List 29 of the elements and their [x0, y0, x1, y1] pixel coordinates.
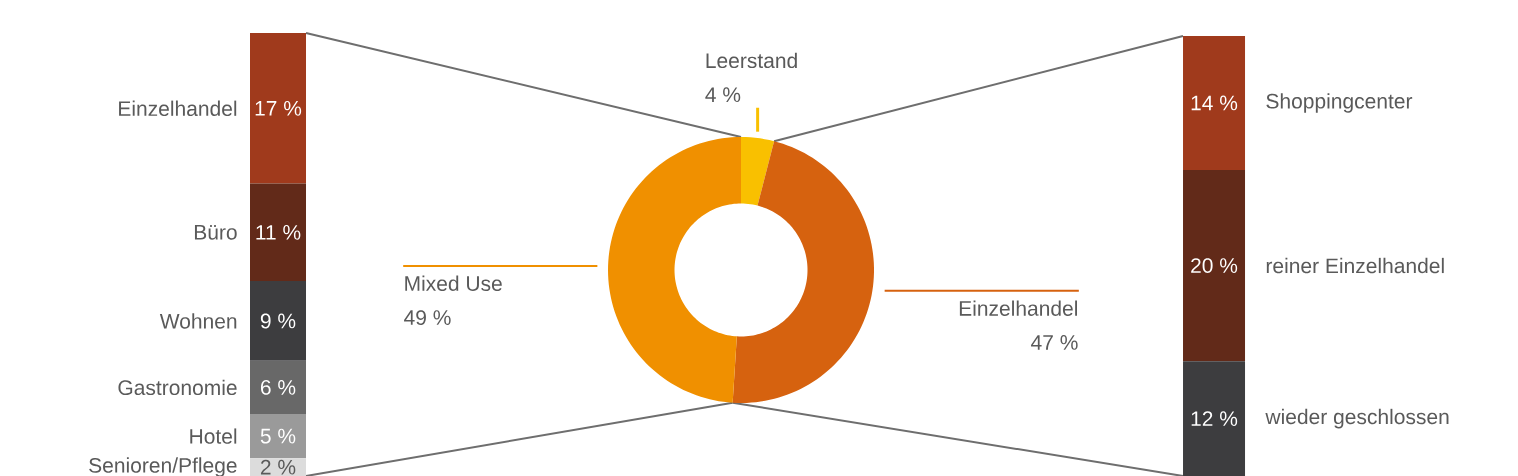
slice-label: Einzelhandel [959, 300, 1077, 316]
data-label: 2 % [260, 459, 296, 475]
data-label: 5 % [260, 428, 296, 444]
bar [250, 183, 307, 282]
data-label: 6 % [260, 379, 296, 395]
bar [250, 360, 307, 414]
bar [250, 281, 307, 361]
series-label: wieder geschlossen [1265, 408, 1449, 429]
series-label: reiner Einzelhandel [1266, 257, 1444, 274]
data-label: 47 % [1031, 335, 1078, 350]
bar [250, 413, 307, 459]
series-label: Hotel [190, 428, 237, 444]
data-label: 9 % [260, 313, 296, 329]
data-label: 17 % [255, 100, 302, 116]
data-label: 12 % [1191, 411, 1238, 426]
series-label: Einzelhandel [119, 100, 237, 117]
slice-label: Leerstand [706, 52, 797, 69]
data-label: 14 % [1191, 95, 1238, 111]
slice-label: Mixed Use [405, 275, 502, 292]
data-label: 11 % [256, 225, 301, 240]
bar [250, 33, 307, 184]
series-label: Gastronomie [118, 379, 237, 396]
series-label: Shoppingcenter [1266, 93, 1413, 113]
data-label: 4 % [705, 87, 741, 103]
data-label: 49 % [404, 310, 451, 326]
series-label: Senioren/Pflege [89, 457, 237, 476]
data-label: 20 % [1191, 258, 1238, 274]
series-label: Büro [194, 225, 237, 240]
series-label: Wohnen [159, 313, 237, 329]
